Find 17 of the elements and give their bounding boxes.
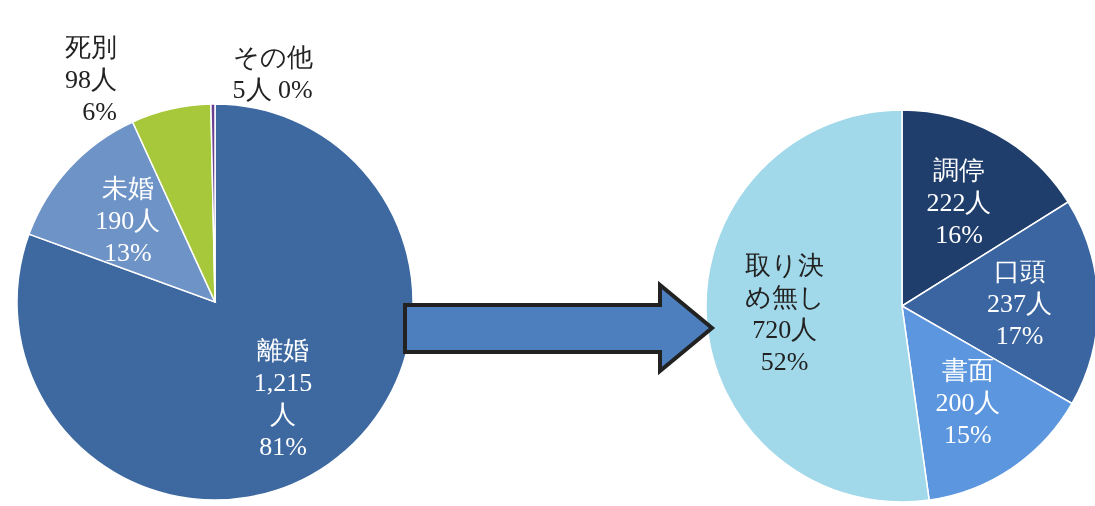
slice-label: 未婚: [101, 174, 154, 204]
data-label: 237人 17%: [987, 288, 1053, 350]
slice-label: 死別: [64, 33, 117, 62]
slice-label: その他: [232, 43, 313, 73]
slice-label: 口頭: [993, 256, 1046, 286]
slice-label: 離婚: [257, 336, 310, 366]
slice-label: 調停: [932, 156, 985, 186]
data-label: 222人 16%: [926, 188, 992, 250]
pie-slice: [16, 103, 414, 501]
data-label: 720人 52%: [752, 315, 818, 377]
slice-label: 書面: [941, 356, 994, 386]
data-label: 5人 0%: [232, 75, 313, 105]
slice-label: 取り決め無し: [744, 251, 825, 313]
data-label: 98人 6%: [64, 65, 117, 126]
data-label: 190人 13%: [95, 206, 161, 268]
data-label: 1,215 人 81%: [253, 368, 313, 462]
data-label: 200人 15%: [935, 388, 1001, 450]
